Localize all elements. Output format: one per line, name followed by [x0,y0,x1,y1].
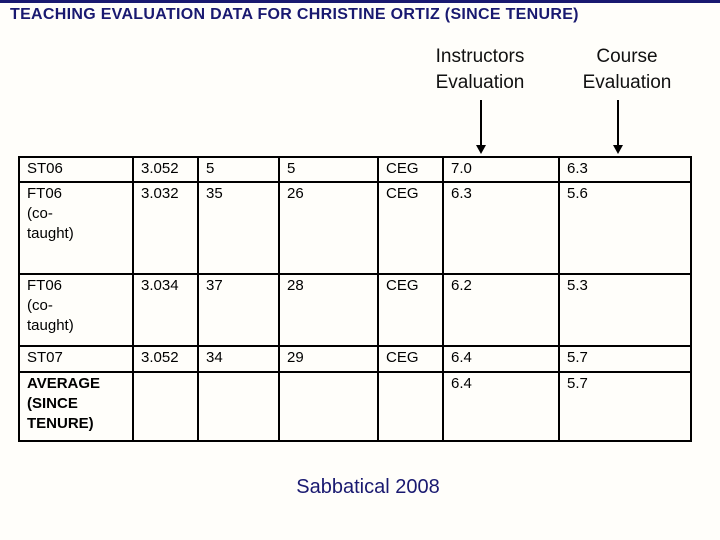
responses-cell [278,371,379,442]
table-row: ST07 3.052 34 29 CEG 6.4 5.7 [18,345,692,373]
course-evaluation-cell: 6.3 [558,156,692,183]
instructors-evaluation-cell: 6.4 [442,345,560,373]
average-row-label-cell: AVERAGE (SINCE TENURE) [18,371,134,442]
arrow-stem [617,100,619,145]
instructors-evaluation-label: Instructors Evaluation [435,46,525,93]
responses-cell: 5 [278,156,379,183]
evaluation-table: ST06 3.052 5 5 CEG 7.0 6.3 FT06 (co- tau… [18,156,692,442]
responses-cell: 28 [278,273,379,347]
course-evaluation-cell: 5.3 [558,273,692,347]
table-row: AVERAGE (SINCE TENURE) 6.4 5.7 [18,371,692,442]
table-row: FT06 (co- taught) 3.034 37 28 CEG 6.2 5.… [18,273,692,347]
course-number-cell: 3.032 [132,181,199,275]
course-code-cell: ST06 [18,156,134,183]
course-code-cell: FT06 (co- taught) [18,181,134,275]
responses-cell: 26 [278,181,379,275]
course-arrow-down-icon [612,100,624,154]
enrollment-cell [197,371,280,442]
instructors-evaluation-cell: 6.4 [442,371,560,442]
enrollment-cell: 34 [197,345,280,373]
course-number-cell [132,371,199,442]
course-number-cell: 3.034 [132,273,199,347]
course-code-cell: FT06 (co- taught) [18,273,134,347]
top-border-rule [0,0,720,3]
course-evaluation-cell: 5.7 [558,371,692,442]
course-number-cell: 3.052 [132,156,199,183]
instructors-evaluation-cell: 6.3 [442,181,560,275]
table-row: FT06 (co- taught) 3.032 35 26 CEG 6.3 5.… [18,181,692,275]
course-evaluation-cell: 5.6 [558,181,692,275]
survey-type-cell: CEG [377,181,444,275]
arrow-stem [480,100,482,145]
responses-cell: 29 [278,345,379,373]
course-evaluation-label: Course Evaluation [582,46,672,93]
survey-type-cell: CEG [377,273,444,347]
course-code-cell: ST07 [18,345,134,373]
course-evaluation-cell: 5.7 [558,345,692,373]
arrow-head [476,145,486,154]
enrollment-cell: 5 [197,156,280,183]
arrow-head [613,145,623,154]
instructors-evaluation-cell: 7.0 [442,156,560,183]
enrollment-cell: 35 [197,181,280,275]
course-number-cell: 3.052 [132,345,199,373]
page-title: TEACHING EVALUATION DATA FOR CHRISTINE O… [10,6,579,23]
enrollment-cell: 37 [197,273,280,347]
survey-type-cell: CEG [377,156,444,183]
survey-type-cell: CEG [377,345,444,373]
instructors-arrow-down-icon [475,100,487,154]
survey-type-cell [377,371,444,442]
instructors-evaluation-cell: 6.2 [442,273,560,347]
table-row: ST06 3.052 5 5 CEG 7.0 6.3 [18,156,692,183]
footer-caption: Sabbatical 2008 [296,476,440,498]
